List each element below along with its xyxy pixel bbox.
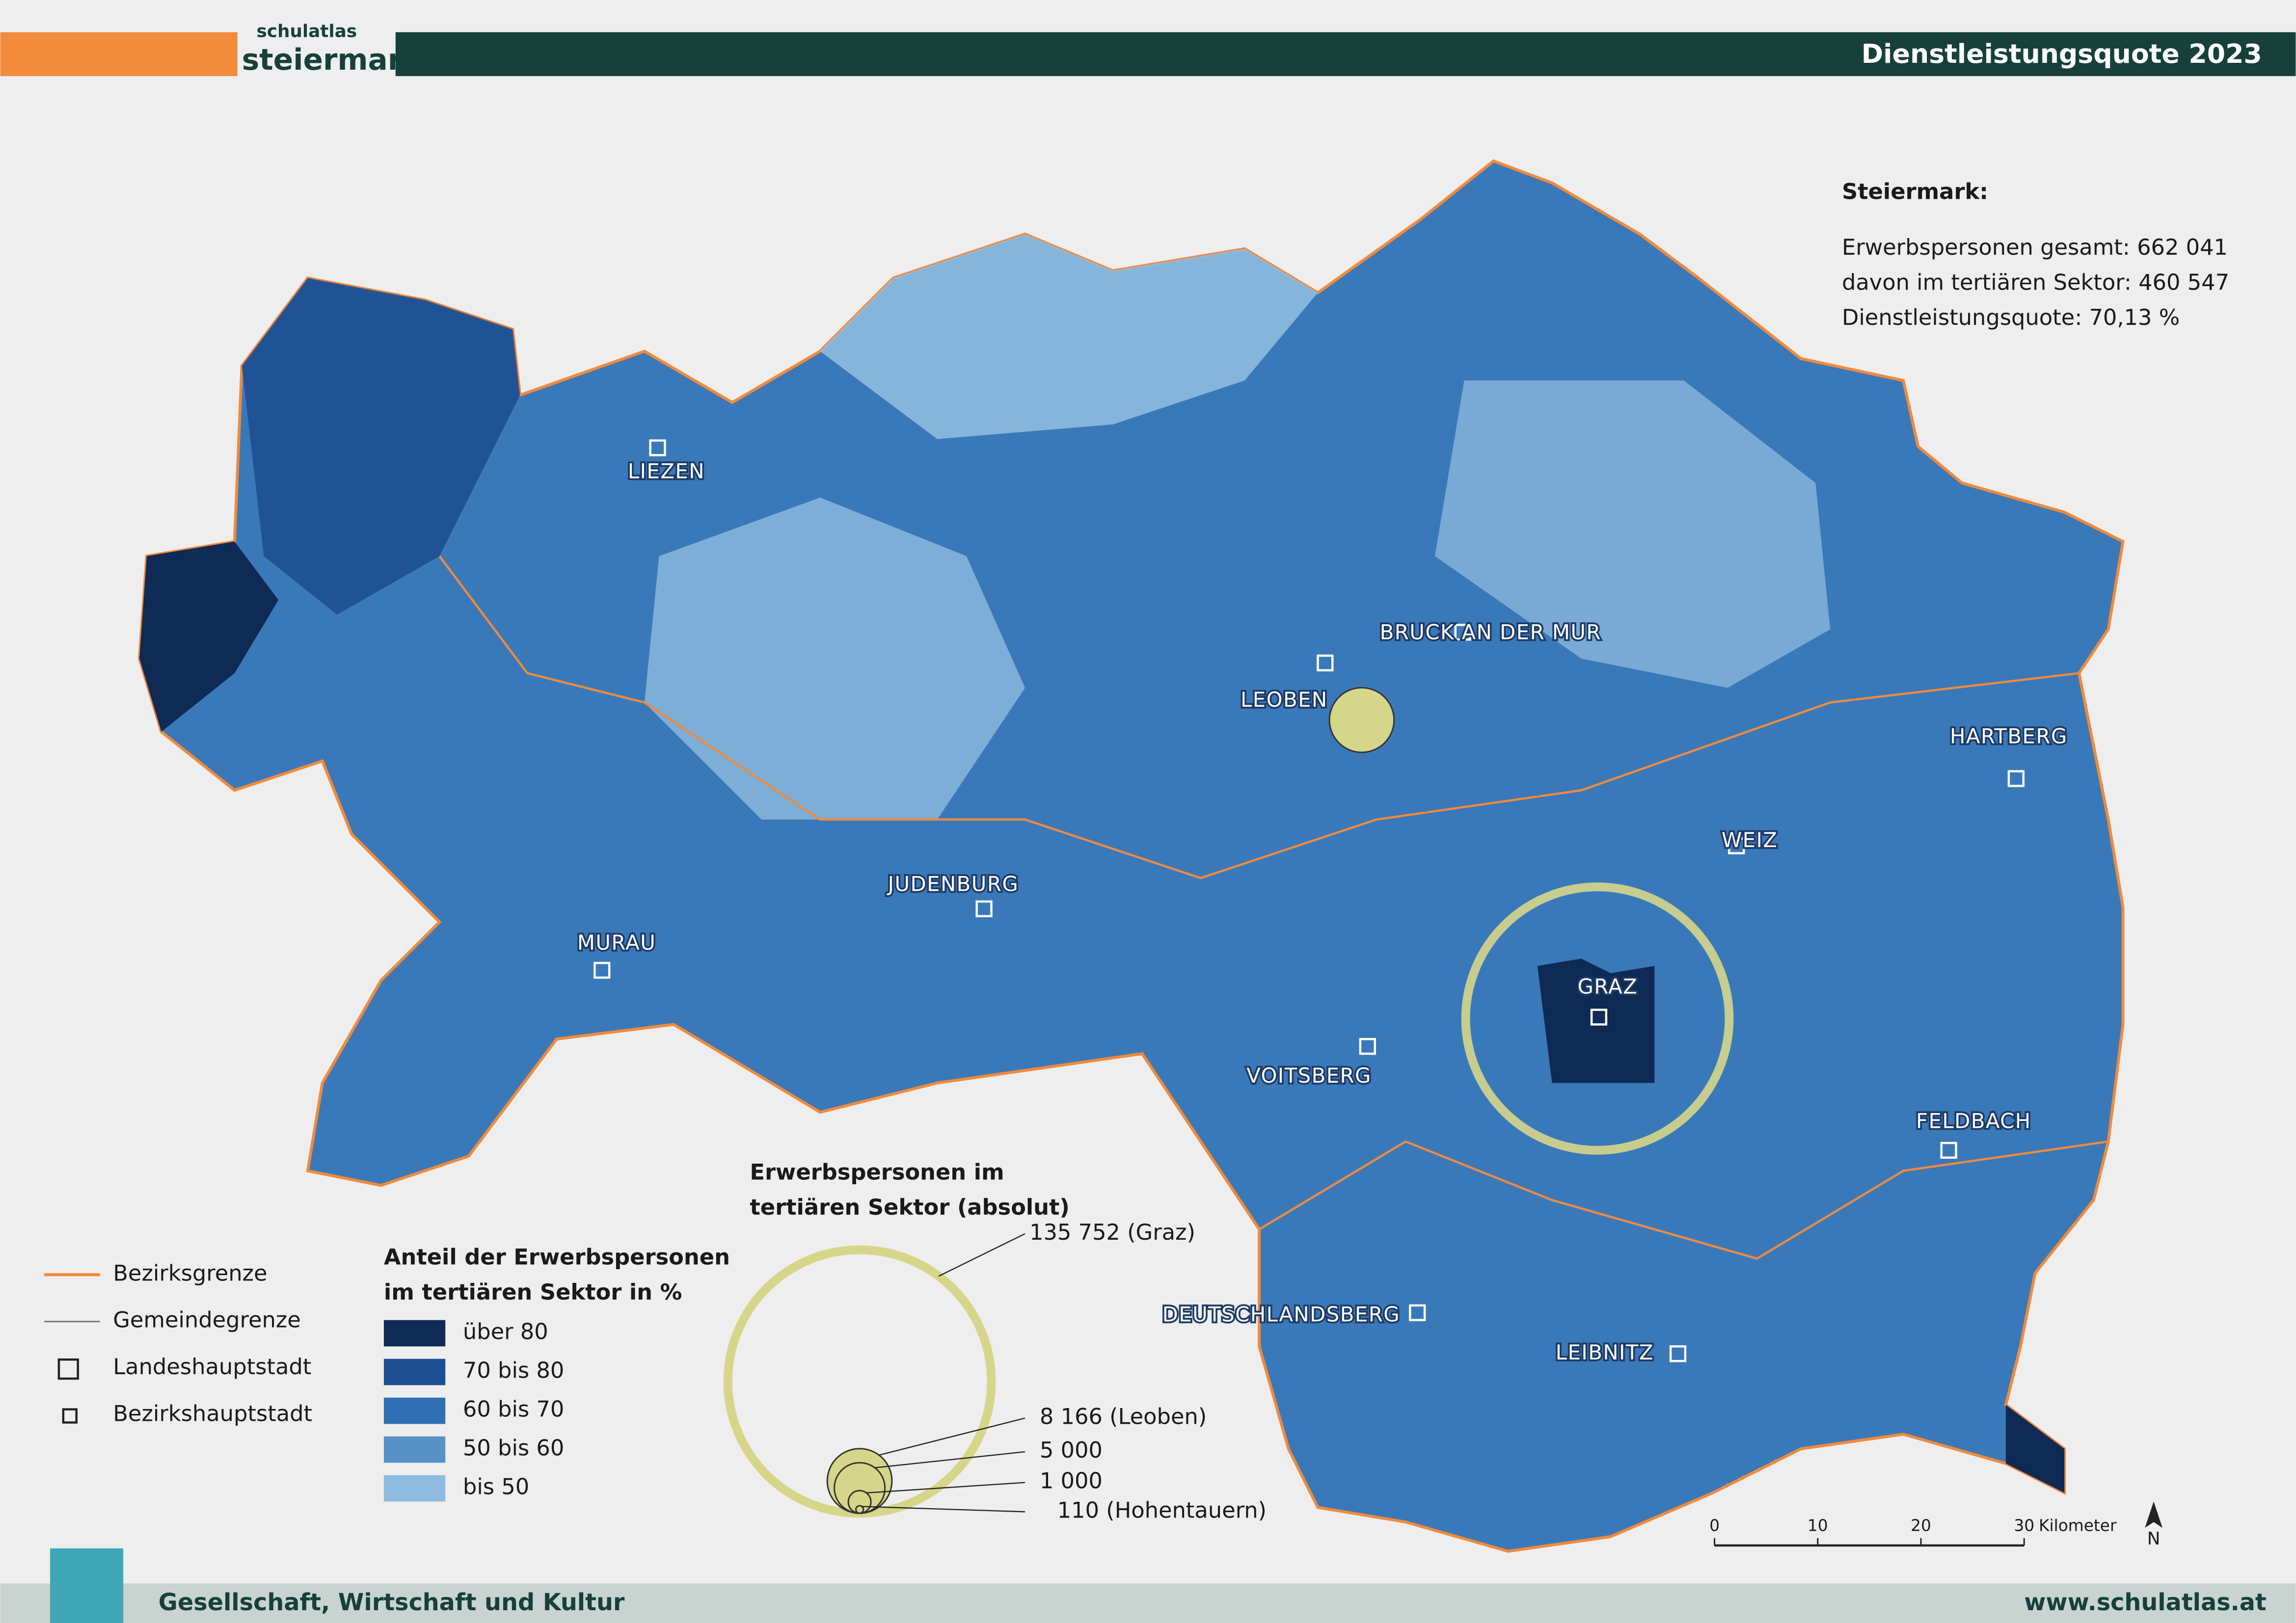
capital-symbol [1409,1304,1426,1321]
header-accent [0,32,238,77]
leader-line [862,1506,1026,1513]
scale-tick-label: 30 [2014,1517,2034,1535]
region [139,541,279,732]
capital-symbol [1454,624,1471,641]
place-label: GRAZ [1577,974,1638,998]
leoben-bubble [1328,687,1395,753]
place-label: FELDBACH [1916,1109,2031,1133]
footer-left: Gesellschaft, Wirtschaft und Kultur [159,1589,625,1616]
legend-swatch [383,1475,446,1502]
capital-symbol [594,961,611,979]
summary-line: davon im tertiären Sektor: 460 547 [1842,269,2229,295]
legend-label: Landeshauptstadt [113,1354,311,1380]
capital-symbol [1590,1009,1608,1026]
legend-title: Anteil der Erwerbspersonen [384,1244,730,1270]
capital-symbol [975,900,993,917]
legend-bubble [855,1505,864,1514]
place-label: WEIZ [1722,828,1778,852]
bubble-legend-label: 8 166 (Leoben) [1040,1404,1207,1430]
bubble-legend-label: 5 000 [1040,1437,1103,1463]
legend-label: Bezirkshauptstadt [113,1401,312,1427]
bubble-legend-label: 1 000 [1040,1468,1103,1494]
legend-class-label: 70 bis 80 [463,1357,564,1384]
legend-class-label: über 80 [463,1319,548,1345]
district-border [438,555,2080,879]
place-label: JUDENBURG [887,872,1019,896]
region [820,234,1318,439]
region [242,278,520,615]
summary-heading: Steiermark: [1842,179,1988,205]
leader-line [866,1482,1026,1494]
legend-swatch [383,1320,446,1347]
place-label: HARTBERG [1950,724,2068,748]
legend-class-label: 60 bis 70 [463,1396,564,1422]
region [644,497,1026,820]
place-label: DEUTSCHLANDSBERG [1162,1302,1400,1326]
capital-symbol [649,439,666,456]
bubble-legend-label: 110 (Hohentauern) [1057,1497,1267,1523]
leader-line [879,1417,1026,1456]
summary-line: Dienstleistungsquote: 70,13 % [1842,304,2180,330]
place-label: LEIBNITZ [1556,1340,1654,1364]
region [1537,958,1655,1083]
scale-unit: Kilometer [2039,1517,2117,1535]
place-label: VOITSBERG [1246,1064,1372,1088]
legend-label: Gemeindegrenze [113,1307,301,1333]
capital-symbol [1940,1142,1957,1159]
place-label: LIEZEN [628,459,705,483]
leader-line [874,1451,1026,1468]
legend-label: Bezirksgrenze [113,1260,267,1286]
place-label: LEOBEN [1241,688,1328,712]
legend-class-label: 50 bis 60 [463,1435,564,1461]
bubble-legend-title: tertiären Sektor (absolut) [750,1194,1069,1220]
region [2005,1405,2065,1493]
place-label: BRUCK AN DER MUR [1380,620,1601,644]
bubble-legend-title: Erwerbspersonen im [750,1159,1004,1185]
footer-bar [0,1583,2296,1623]
scale-tick-label: 20 [1911,1517,1931,1535]
scale-tick-label: 0 [1709,1517,1720,1535]
leader-line [938,1233,1026,1277]
legend-swatch [383,1436,446,1463]
brand-bottom: steiermark [242,43,422,77]
footer-right: www.schulatlas.at [2024,1589,2266,1616]
bubble-legend-label: 135 752 (Graz) [1029,1219,1195,1245]
capital-symbol [1669,1345,1687,1362]
legend-district-capital-symbol [62,1408,78,1424]
north-label: N [2147,1529,2161,1549]
summary-line: Erwerbspersonen gesamt: 662 041 [1842,234,2228,260]
legend-swatch [383,1358,446,1385]
legend-swatch [383,1397,446,1424]
capital-symbol [1359,1038,1376,1055]
legend-title: im tertiären Sektor in % [384,1279,682,1305]
brand-top: schulatlas [256,22,357,42]
title: Dienstleistungsquote 2023 [1862,38,2262,69]
footer-icon [50,1548,124,1623]
graz-bubble [1461,882,1734,1155]
map [137,159,2125,1553]
north-arrow [2145,1501,2163,1528]
capital-symbol [2007,770,2025,787]
legend-capital-symbol [57,1358,79,1380]
legend-class-label: bis 50 [463,1474,529,1500]
scale-tick-label: 10 [1808,1517,1828,1535]
header-bar [395,32,2296,77]
district-border [1258,1140,2108,1260]
capital-symbol [1317,654,1334,671]
region [1434,380,1831,688]
place-label: MURAU [577,931,656,955]
capital-symbol [1728,837,1745,854]
